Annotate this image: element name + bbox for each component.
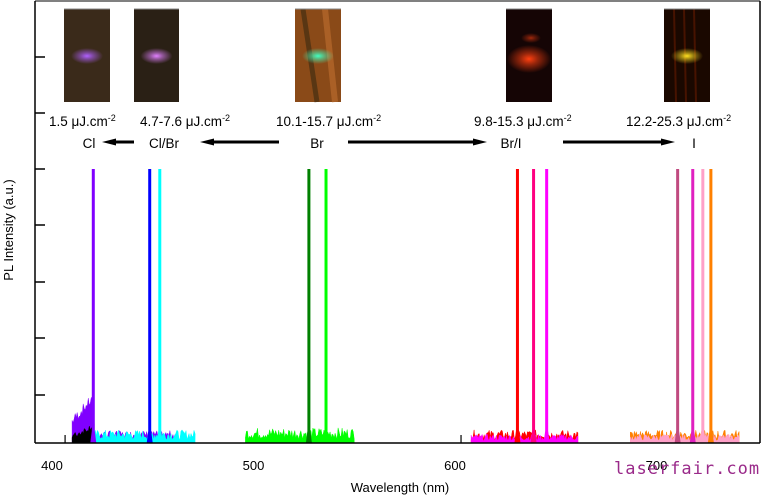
fluence-exponent: -2 — [723, 113, 731, 123]
inset-emission-glow — [302, 48, 334, 64]
inset-images — [64, 8, 710, 103]
x-tick-label: 700 — [646, 458, 668, 473]
fluence-value: 4.7-7.6 μJ.cm — [140, 114, 222, 129]
inset-image-bri — [506, 8, 552, 102]
x-tick-label: 400 — [41, 458, 63, 473]
fluence-value: 10.1-15.7 μJ.cm — [276, 114, 373, 129]
inset-emission-glow — [140, 48, 173, 64]
fluence-exponent: -2 — [222, 113, 230, 123]
peak-br-peak-1 — [305, 169, 312, 443]
composition-label-bri: Br/I — [500, 136, 521, 151]
inset-emission-glow — [71, 48, 103, 64]
peak-i-peak-4 — [707, 169, 714, 443]
peak-i-peak-2 — [689, 169, 696, 443]
x-tick-label: 600 — [444, 458, 466, 473]
y-axis-label: PL Intensity (a.u.) — [1, 179, 16, 280]
composition-label-cl: Cl — [83, 136, 96, 151]
fluence-value: 12.2-25.3 μJ.cm — [626, 114, 723, 129]
fluence-value: 9.8-15.3 μJ.cm — [474, 114, 564, 129]
peak-cl-br-peak-1 — [146, 169, 153, 443]
peak-br-i-peak-3 — [543, 169, 550, 443]
arrow-head-br-to-bri — [473, 138, 487, 146]
inset-image-br — [295, 8, 341, 103]
inset-image-clbr — [134, 8, 179, 102]
plot-frame — [34, 0, 761, 444]
fluence-label-clbr: 4.7-7.6 μJ.cm-2 — [140, 113, 230, 129]
peak-br-peak-2 — [323, 169, 330, 443]
fluence-exponent: -2 — [373, 113, 381, 123]
inset-image-cl — [64, 8, 110, 102]
noise-band-7 — [630, 433, 740, 444]
axis-ticks: 400 500 600 700 — [35, 56, 668, 473]
arrow-head-bri-to-i — [661, 138, 675, 146]
inset-image-i — [664, 8, 710, 103]
arrow-head-br-to-clbr — [200, 138, 214, 146]
peak-br-i-peak-1 — [514, 169, 521, 443]
fluence-value: 1.5 μJ.cm — [49, 114, 108, 129]
fluence-label-bri: 9.8-15.3 μJ.cm-2 — [474, 113, 572, 129]
composition-label-i: I — [692, 136, 696, 151]
peak-series — [90, 169, 714, 443]
fluence-label-br: 10.1-15.7 μJ.cm-2 — [276, 113, 381, 129]
fluence-label-i: 12.2-25.3 μJ.cm-2 — [626, 113, 731, 129]
noise-band-5 — [470, 433, 579, 444]
fluence-label-cl: 1.5 μJ.cm-2 — [49, 113, 116, 129]
peak-cl-peak — [90, 169, 97, 443]
noise-band-2 — [94, 429, 196, 444]
x-axis-label: Wavelength (nm) — [351, 480, 450, 495]
arrow-head-clbr-to-cl — [102, 138, 116, 146]
fluence-exponent: -2 — [564, 113, 572, 123]
composition-label-clbr: Cl/Br — [149, 136, 180, 151]
peak-i-peak-3 — [699, 169, 706, 443]
watermark: laserfair.com — [614, 459, 760, 479]
inset-emission-glow — [507, 45, 551, 73]
fluence-exponent: -2 — [108, 113, 116, 123]
x-tick-label: 500 — [243, 458, 265, 473]
inset-emission-glow — [521, 33, 541, 43]
peak-br-i-peak-2 — [530, 169, 537, 443]
peak-cl-br-peak-2 — [156, 169, 163, 443]
inset-emission-glow — [671, 48, 703, 64]
composition-label-br: Br — [310, 136, 324, 151]
peak-i-peak-1 — [674, 169, 681, 443]
